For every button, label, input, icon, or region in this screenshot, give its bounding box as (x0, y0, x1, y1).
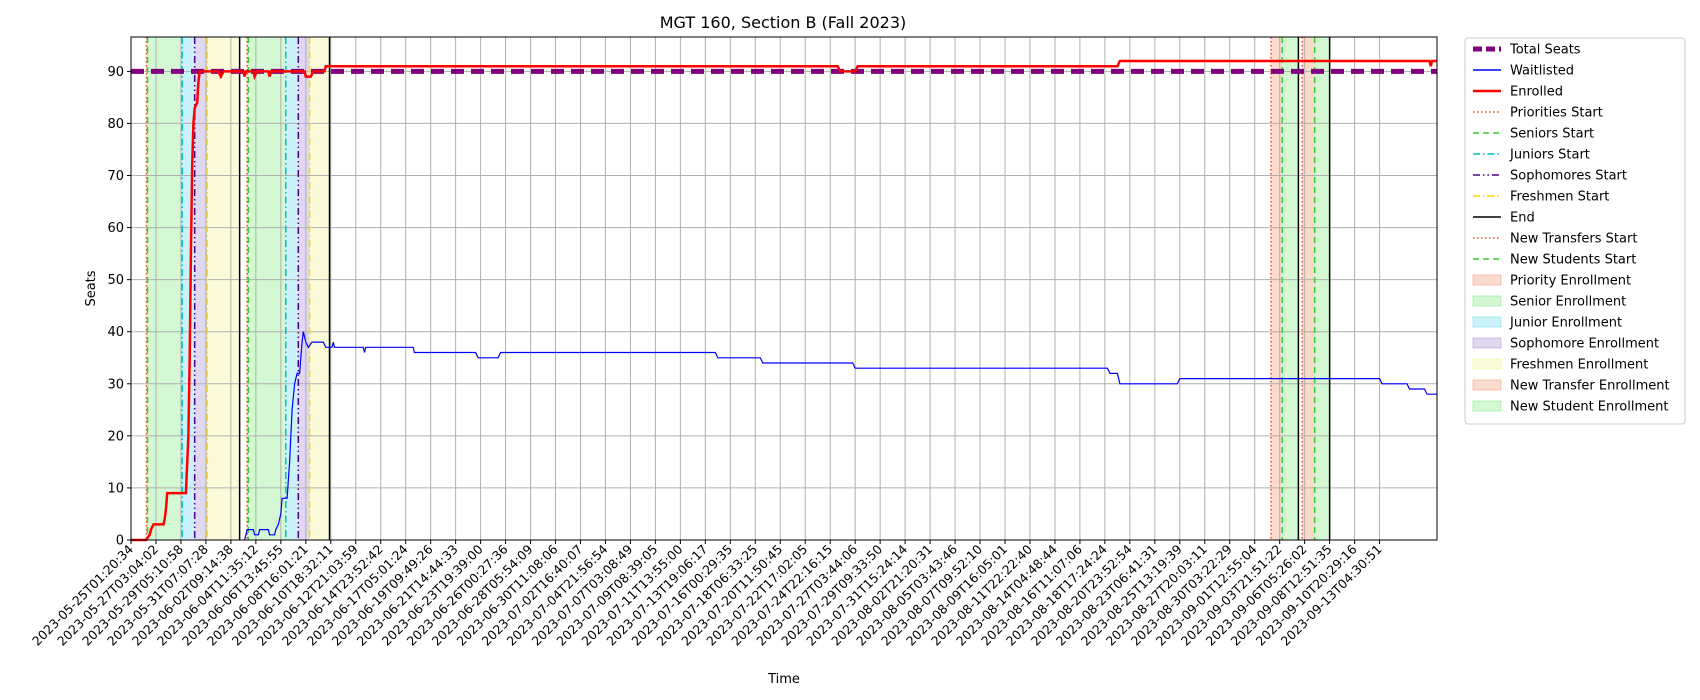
phase-band-9 (309, 37, 330, 540)
x-axis: 2023-05-25T01:20:342023-05-27T03:04:0220… (29, 540, 1385, 649)
y-tick-label-2: 20 (107, 429, 124, 444)
phase-band-11 (1282, 37, 1299, 540)
series-line-1 (244, 331, 1437, 541)
legend-label-13: Junior Enrollment (1509, 316, 1622, 331)
y-tick-label-9: 90 (107, 65, 124, 80)
legend-label-2: Enrolled (1510, 85, 1563, 100)
phase-bands (146, 37, 1330, 540)
legend-label-1: Waitlisted (1510, 64, 1574, 79)
legend-swatch-15 (1472, 358, 1502, 370)
legend-label-15: Freshmen Enrollment (1510, 358, 1648, 373)
legend-swatch-13 (1472, 316, 1502, 328)
y-tick-label-8: 80 (107, 117, 124, 132)
legend: Total Seats Waitlisted Enrolled Priorities … (1464, 37, 1686, 425)
legend-swatch-12 (1472, 295, 1502, 307)
y-axis-label: Seats (84, 270, 99, 306)
legend-label-4: Seniors Start (1510, 127, 1594, 142)
legend-swatch-17 (1472, 400, 1502, 412)
legend-label-0: Total Seats (1509, 43, 1581, 58)
y-tick-label-1: 10 (107, 481, 124, 496)
legend-swatch-14 (1472, 337, 1502, 349)
y-axis: 0 10 20 30 40 50 60 70 80 90 (107, 65, 131, 549)
phase-band-13 (1314, 37, 1330, 540)
legend-label-16: New Transfer Enrollment (1510, 379, 1670, 394)
y-tick-label-4: 40 (107, 325, 124, 340)
legend-label-3: Priorities Start (1510, 106, 1603, 121)
chart-title: MGT 160, Section B (Fall 2023) (660, 13, 907, 32)
legend-label-8: End (1510, 211, 1535, 226)
legend-label-7: Freshmen Start (1510, 190, 1609, 205)
legend-box (1464, 37, 1686, 425)
x-axis-label: Time (767, 672, 800, 687)
legend-label-5: Juniors Start (1509, 148, 1590, 163)
phase-band-10 (1270, 37, 1283, 540)
legend-label-11: Priority Enrollment (1510, 274, 1631, 289)
phase-band-12 (1302, 37, 1315, 540)
legend-label-6: Sophomores Start (1510, 169, 1627, 184)
phase-band-8 (298, 37, 310, 540)
legend-label-17: New Student Enrollment (1510, 400, 1668, 415)
plot-frame (130, 36, 1438, 541)
legend-label-10: New Students Start (1510, 253, 1636, 268)
phase-lines (145, 37, 1331, 540)
phase-band-6 (248, 37, 286, 540)
phase-band-7 (285, 37, 299, 540)
phase-band-1 (147, 37, 183, 540)
data-series (131, 59, 1437, 542)
legend-label-9: New Transfers Start (1510, 232, 1637, 247)
series-line-2 (131, 59, 1437, 542)
y-tick-label-6: 60 (107, 221, 124, 236)
y-tick-label-7: 70 (107, 169, 124, 184)
phase-band-2 (182, 37, 195, 540)
legend-swatch-11 (1472, 274, 1502, 286)
legend-label-14: Sophomore Enrollment (1510, 337, 1659, 352)
legend-swatch-16 (1472, 379, 1502, 391)
y-tick-label-3: 30 (107, 377, 124, 392)
phase-band-4 (207, 37, 240, 540)
y-tick-label-5: 50 (107, 273, 124, 288)
phase-band-3 (194, 37, 208, 540)
legend-label-12: Senior Enrollment (1510, 295, 1626, 310)
y-tick-label-0: 0 (116, 534, 124, 549)
